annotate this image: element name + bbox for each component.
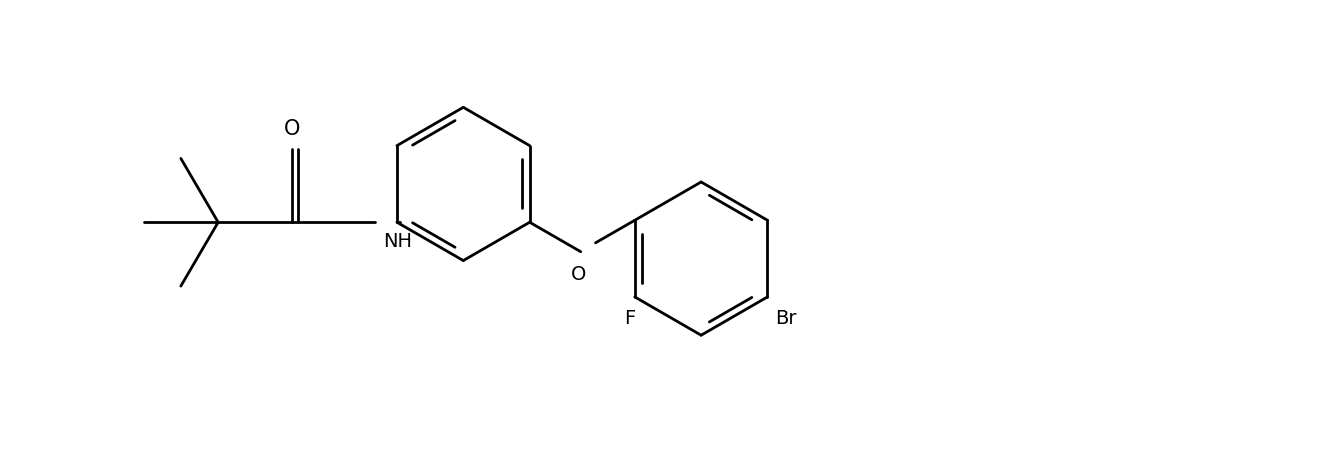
Text: NH: NH bbox=[383, 232, 413, 251]
Text: O: O bbox=[284, 119, 300, 139]
Text: Br: Br bbox=[775, 309, 797, 328]
Text: O: O bbox=[571, 265, 586, 285]
Text: F: F bbox=[624, 309, 636, 328]
